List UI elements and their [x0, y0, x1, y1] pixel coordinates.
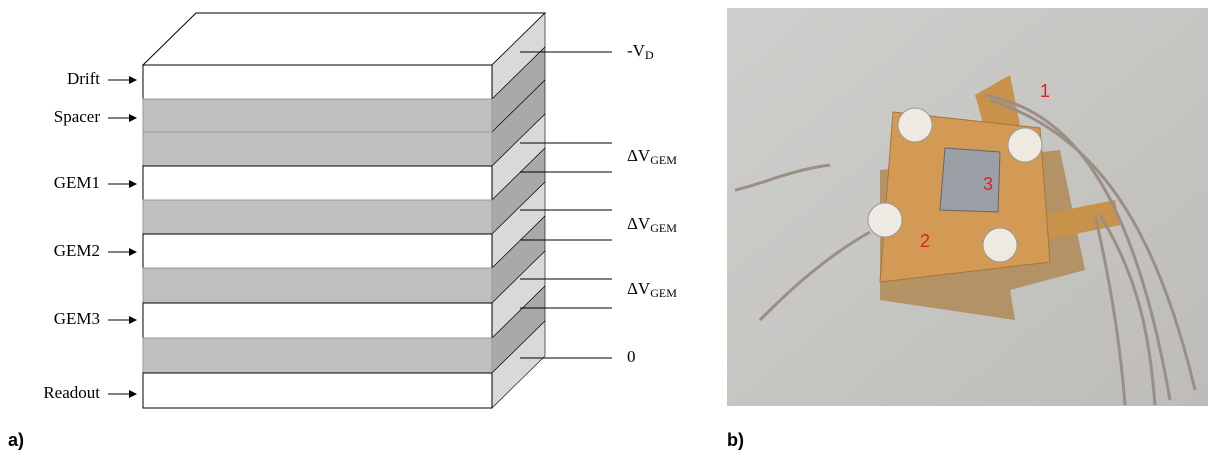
- voltage-sub: GEM: [650, 153, 677, 167]
- layer-front: [143, 303, 492, 338]
- layer-front: [143, 166, 492, 200]
- layer-front: [143, 65, 492, 99]
- layer-front: [143, 338, 492, 373]
- layer-label: Readout: [43, 383, 100, 402]
- layer-label: Spacer: [54, 107, 101, 126]
- layer-front: [143, 200, 492, 234]
- voltage-main: ΔV: [627, 214, 651, 233]
- voltage-main: -V: [627, 41, 646, 60]
- voltage-label: ΔVGEM: [627, 146, 677, 167]
- photo-marker: 3: [983, 174, 993, 194]
- voltage-main: ΔV: [627, 279, 651, 298]
- layer-front: [143, 132, 492, 166]
- layer-front: [143, 373, 492, 408]
- voltage-sub: D: [645, 48, 654, 62]
- layer-front: [143, 234, 492, 268]
- layer-label: GEM1: [54, 173, 100, 192]
- layer-label: GEM3: [54, 309, 100, 328]
- panel-label: a): [8, 430, 24, 450]
- layer-label: Drift: [67, 69, 100, 88]
- layer-front: [143, 268, 492, 303]
- voltage-label: ΔVGEM: [627, 279, 677, 300]
- photo: [727, 8, 1208, 406]
- voltage-sub: GEM: [650, 286, 677, 300]
- figure: DriftSpacerGEM1GEM2GEM3Readout-VDΔVGEMΔV…: [0, 0, 1208, 454]
- layer-label: GEM2: [54, 241, 100, 260]
- layer-front: [143, 99, 492, 132]
- gem-stack: [143, 13, 545, 408]
- voltage-label: ΔVGEM: [627, 214, 677, 235]
- photo-marker: 2: [920, 231, 930, 251]
- voltage-sub: GEM: [650, 221, 677, 235]
- voltage-label: -VD: [627, 41, 654, 62]
- voltage-main: 0: [627, 347, 636, 366]
- stack-top: [143, 13, 545, 65]
- voltage-label: 0: [627, 347, 636, 366]
- panel-label: b): [727, 430, 744, 450]
- voltage-main: ΔV: [627, 146, 651, 165]
- photo-marker: 1: [1040, 81, 1050, 101]
